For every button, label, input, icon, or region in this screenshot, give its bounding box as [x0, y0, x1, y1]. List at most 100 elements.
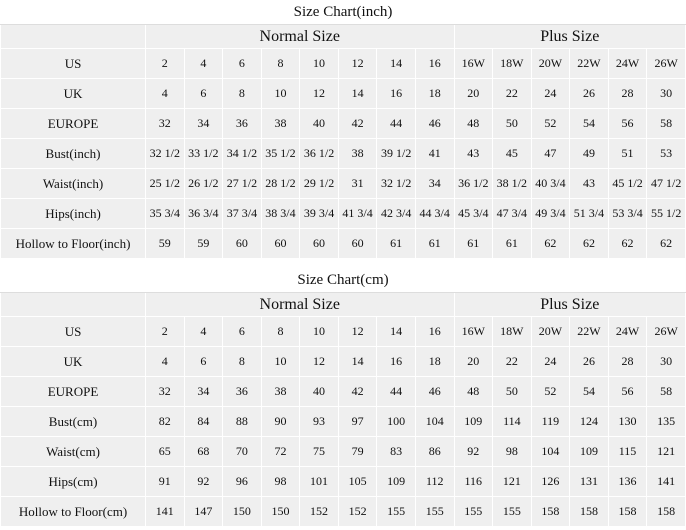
corner-cell — [0, 292, 146, 317]
size-value: 8 — [260, 48, 301, 79]
size-value: 100 — [376, 406, 416, 437]
size-value: 44 — [376, 108, 416, 139]
size-value: 60 — [299, 228, 339, 259]
group-header: Plus Size — [453, 24, 686, 49]
size-value: 60 — [337, 228, 378, 259]
size-value: 60 — [222, 228, 262, 259]
size-value: 96 — [222, 466, 262, 497]
data-row: EUROPE 32 34 36 38 40 42 44 46 48 50 52 54 56 58 — [0, 376, 686, 407]
size-value: 24W — [607, 316, 648, 347]
size-value: 150 — [222, 496, 262, 527]
size-value: 28 — [607, 346, 648, 377]
size-value: 54 — [569, 108, 609, 139]
size-value: 141 — [646, 466, 686, 497]
size-value: 109 — [453, 406, 494, 437]
size-value: 48 — [453, 108, 494, 139]
size-value: 22 — [492, 78, 532, 109]
size-value: 45 3/4 — [453, 198, 494, 229]
size-value: 90 — [260, 406, 301, 437]
size-value: 16 — [376, 346, 416, 377]
size-value: 28 — [607, 78, 648, 109]
size-value: 88 — [222, 406, 262, 437]
size-value: 116 — [453, 466, 494, 497]
size-value: 47 3/4 — [492, 198, 532, 229]
size-value: 6 — [183, 78, 224, 109]
size-value: 43 — [569, 168, 609, 199]
data-row: UK 4 6 8 10 12 14 16 18 20 22 24 26 28 30 — [0, 78, 686, 109]
size-value: 14 — [337, 78, 378, 109]
size-value: 41 3/4 — [337, 198, 378, 229]
size-value: 44 3/4 — [414, 198, 455, 229]
size-value: 42 — [337, 376, 378, 407]
size-value: 68 — [183, 436, 224, 467]
group-row: Normal Size Plus Size — [0, 292, 686, 317]
row-label: Hips(inch) — [0, 198, 146, 229]
size-value: 39 3/4 — [299, 198, 339, 229]
size-value: 44 — [376, 376, 416, 407]
size-value: 43 — [453, 138, 494, 169]
size-value: 109 — [569, 436, 609, 467]
size-value: 91 — [145, 466, 185, 497]
data-row: Hips(inch) 35 3/4 36 3/4 37 3/4 38 3/4 39 3/4… — [0, 198, 686, 229]
size-table: Size Chart(inch) Normal Size Plus Size US 2 4… — [0, 0, 686, 259]
size-value: 79 — [337, 436, 378, 467]
size-value: 59 — [145, 228, 185, 259]
size-value: 26 — [569, 78, 609, 109]
size-value: 37 3/4 — [222, 198, 262, 229]
size-value: 62 — [607, 228, 648, 259]
size-value: 62 — [530, 228, 571, 259]
size-value: 53 — [646, 138, 686, 169]
size-value: 4 — [183, 48, 224, 79]
size-value: 33 1/2 — [183, 138, 224, 169]
size-value: 8 — [222, 78, 262, 109]
size-value: 126 — [530, 466, 571, 497]
size-value: 6 — [222, 316, 262, 347]
size-value: 18W — [492, 316, 532, 347]
size-value: 75 — [299, 436, 339, 467]
size-value: 34 — [414, 168, 455, 199]
size-value: 39 1/2 — [376, 138, 416, 169]
title-row: Size Chart(cm) — [0, 268, 686, 293]
size-value: 51 3/4 — [569, 198, 609, 229]
size-value: 84 — [183, 406, 224, 437]
size-value: 14 — [337, 346, 378, 377]
size-value: 45 1/2 — [607, 168, 648, 199]
group-header: Normal Size — [145, 292, 455, 317]
row-label: Bust(cm) — [0, 406, 146, 437]
row-label: US — [0, 316, 146, 347]
table-title: Size Chart(cm) — [0, 268, 686, 293]
size-value: 29 1/2 — [299, 168, 339, 199]
size-value: 83 — [376, 436, 416, 467]
size-value: 35 3/4 — [145, 198, 185, 229]
size-value: 158 — [569, 496, 609, 527]
row-label: Hollow to Floor(inch) — [0, 228, 146, 259]
size-value: 32 1/2 — [376, 168, 416, 199]
size-value: 12 — [299, 346, 339, 377]
size-value: 8 — [222, 346, 262, 377]
size-value: 4 — [183, 316, 224, 347]
size-value: 56 — [607, 108, 648, 139]
size-value: 112 — [414, 466, 455, 497]
size-value: 61 — [414, 228, 455, 259]
size-value: 58 — [646, 376, 686, 407]
size-value: 104 — [414, 406, 455, 437]
size-value: 12 — [337, 316, 378, 347]
size-value: 20 — [453, 346, 494, 377]
size-value: 158 — [646, 496, 686, 527]
size-value: 60 — [260, 228, 301, 259]
size-value: 36 3/4 — [183, 198, 224, 229]
size-value: 22 — [492, 346, 532, 377]
size-value: 34 1/2 — [222, 138, 262, 169]
size-value: 16 — [414, 316, 455, 347]
size-value: 10 — [299, 316, 339, 347]
size-value: 52 — [530, 108, 571, 139]
table-title: Size Chart(inch) — [0, 0, 686, 25]
size-value: 141 — [145, 496, 185, 527]
size-value: 35 1/2 — [260, 138, 301, 169]
size-value: 47 — [530, 138, 571, 169]
size-value: 38 — [260, 376, 301, 407]
row-label: Waist(inch) — [0, 168, 146, 199]
row-label: Waist(cm) — [0, 436, 146, 467]
size-value: 49 — [569, 138, 609, 169]
data-row: UK 4 6 8 10 12 14 16 18 20 22 24 26 28 30 — [0, 346, 686, 377]
